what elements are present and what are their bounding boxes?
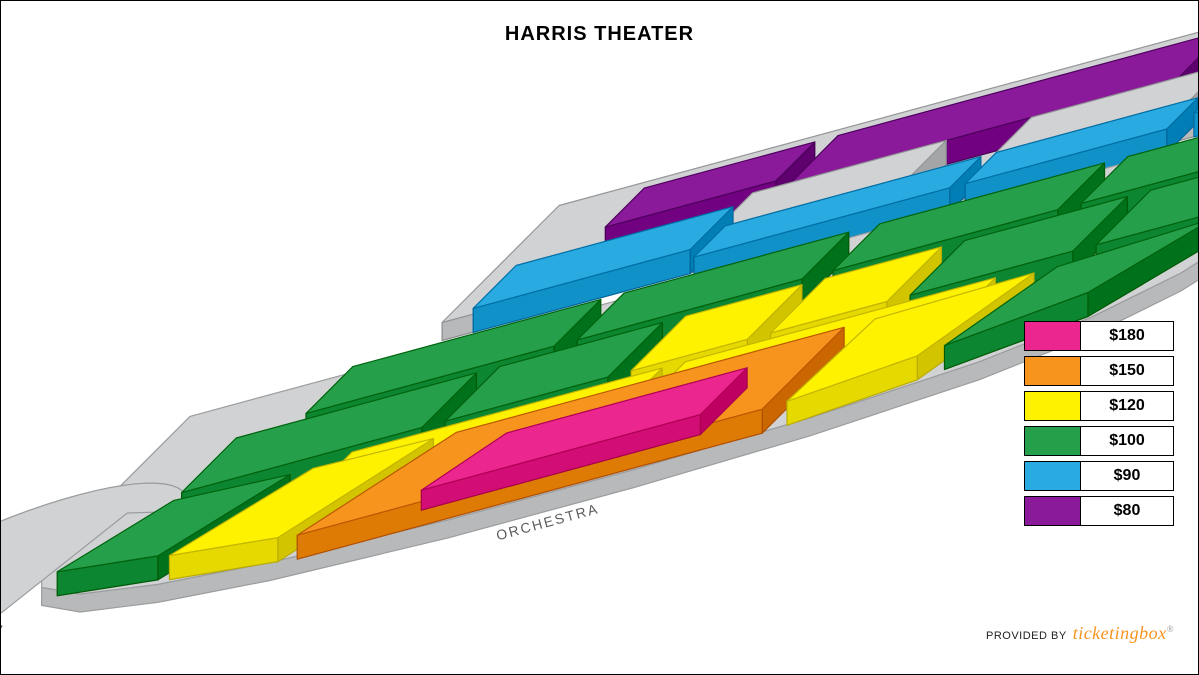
- legend-row: $100: [1024, 426, 1174, 456]
- legend-price: $100: [1081, 427, 1173, 455]
- seating-map-svg: BALCONYSTAGEORCHESTRA: [1, 1, 1199, 675]
- legend-row: $90: [1024, 461, 1174, 491]
- legend-price: $90: [1081, 462, 1173, 490]
- provided-label: PROVIDED BY: [986, 630, 1067, 642]
- legend-swatch: [1025, 427, 1081, 455]
- legend-swatch: [1025, 392, 1081, 420]
- legend-row: $120: [1024, 391, 1174, 421]
- legend-swatch: [1025, 322, 1081, 350]
- brand-logo: ticketingbox®: [1073, 623, 1174, 644]
- legend-swatch: [1025, 462, 1081, 490]
- legend-price: $120: [1081, 392, 1173, 420]
- legend-row: $180: [1024, 321, 1174, 351]
- legend-row: $80: [1024, 496, 1174, 526]
- provided-by: PROVIDED BY ticketingbox®: [986, 623, 1174, 644]
- legend-row: $150: [1024, 356, 1174, 386]
- legend-price: $180: [1081, 322, 1173, 350]
- legend-swatch: [1025, 497, 1081, 525]
- seating-chart-frame: HARRIS THEATER BALCONYSTAGEORCHESTRA $18…: [0, 0, 1199, 675]
- legend-swatch: [1025, 357, 1081, 385]
- price-legend: $180 $150 $120 $100 $90 $80: [1024, 321, 1174, 531]
- legend-price: $150: [1081, 357, 1173, 385]
- legend-price: $80: [1081, 497, 1173, 525]
